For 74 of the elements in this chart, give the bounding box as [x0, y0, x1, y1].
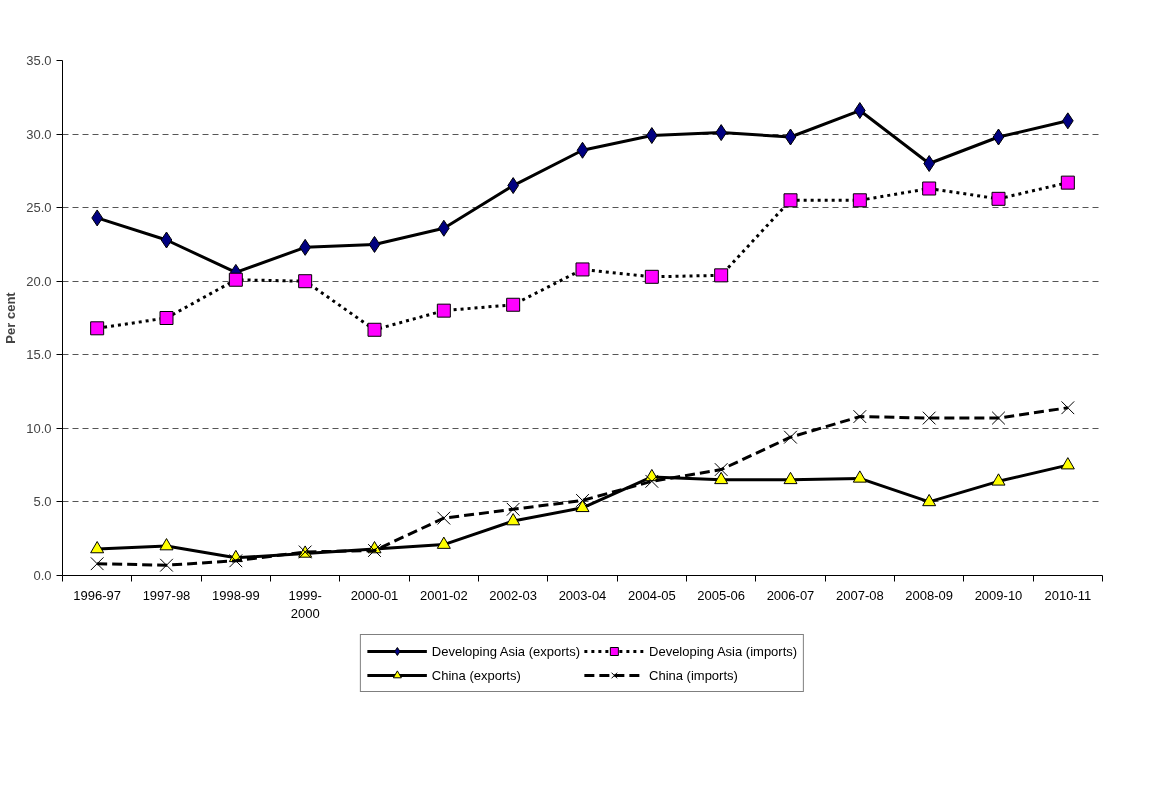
- point: [783, 471, 798, 485]
- x-tick-label: 2002-03: [489, 587, 538, 603]
- point: [506, 502, 521, 517]
- point: [575, 262, 590, 277]
- point: [436, 536, 451, 549]
- point: [922, 181, 937, 196]
- point: [644, 474, 659, 489]
- point: [1060, 457, 1075, 470]
- y-tick-label: 0.0: [33, 568, 52, 583]
- x-tick-label: 2007-08: [835, 587, 884, 603]
- x-tick-label: 1999-2000: [288, 587, 322, 621]
- point: [852, 470, 867, 483]
- point: [852, 409, 867, 424]
- y-axis-title: Per cent: [3, 291, 19, 344]
- point: [228, 272, 243, 287]
- point: [992, 128, 1005, 146]
- point: [228, 553, 243, 568]
- point: [784, 128, 797, 146]
- point: [991, 411, 1006, 425]
- point: [714, 462, 729, 477]
- point: [90, 541, 105, 554]
- point: [575, 499, 590, 513]
- point: [1060, 400, 1075, 415]
- legend-label: China (imports): [649, 667, 738, 683]
- point: [991, 191, 1006, 206]
- legend-label: Developing Asia (imports): [649, 643, 798, 659]
- point: [714, 268, 729, 283]
- x-tick-label: 2005-06: [697, 587, 746, 603]
- x-tick-label: 2006-07: [766, 587, 815, 603]
- point: [436, 511, 451, 525]
- point: [367, 543, 382, 558]
- point: [644, 269, 659, 284]
- point: [367, 322, 382, 337]
- point: [159, 558, 174, 573]
- point: [506, 297, 521, 312]
- point: [1060, 175, 1075, 190]
- y-tick-label: 5.0: [33, 494, 52, 510]
- point: [368, 235, 381, 253]
- point: [159, 311, 174, 325]
- point: [991, 473, 1006, 486]
- legend-label: Developing Asia (exports): [431, 643, 581, 659]
- x-tick-label: 2010-11: [1044, 587, 1092, 603]
- y-tick-label: 10.0: [26, 420, 52, 436]
- y-tick-label: 25.0: [26, 200, 52, 216]
- x-tick-label: 2004-05: [627, 587, 676, 603]
- point: [922, 411, 937, 425]
- point: [298, 274, 313, 289]
- y-tick-label: 35.0: [26, 53, 52, 68]
- y-tick-label: 30.0: [26, 126, 52, 142]
- x-tick-label: 2009-10: [974, 587, 1023, 603]
- x-tick-label: 1996-97: [73, 587, 122, 603]
- x-tick-label: 2003-04: [558, 587, 607, 603]
- point: [714, 471, 729, 485]
- point: [436, 303, 451, 318]
- point: [90, 556, 105, 571]
- point: [923, 155, 935, 172]
- y-tick-label: 15.0: [26, 347, 52, 363]
- point: [90, 321, 105, 336]
- x-tick-label: 2000-01: [350, 587, 399, 603]
- point: [506, 513, 521, 526]
- point: [852, 193, 867, 208]
- x-tick-label: 1998-99: [211, 587, 260, 603]
- x-tick-label: 2008-09: [905, 587, 954, 603]
- x-tick-label: 1997-98: [142, 587, 191, 603]
- point: [575, 493, 590, 508]
- point: [922, 493, 937, 507]
- y-tick-label: 20.0: [26, 273, 52, 289]
- point: [783, 193, 798, 208]
- point: [783, 430, 798, 445]
- point: [576, 141, 589, 159]
- x-tick-label: 2001-02: [419, 587, 468, 603]
- point: [160, 231, 173, 249]
- point: [159, 538, 174, 551]
- legend-label: China (exports): [431, 667, 521, 683]
